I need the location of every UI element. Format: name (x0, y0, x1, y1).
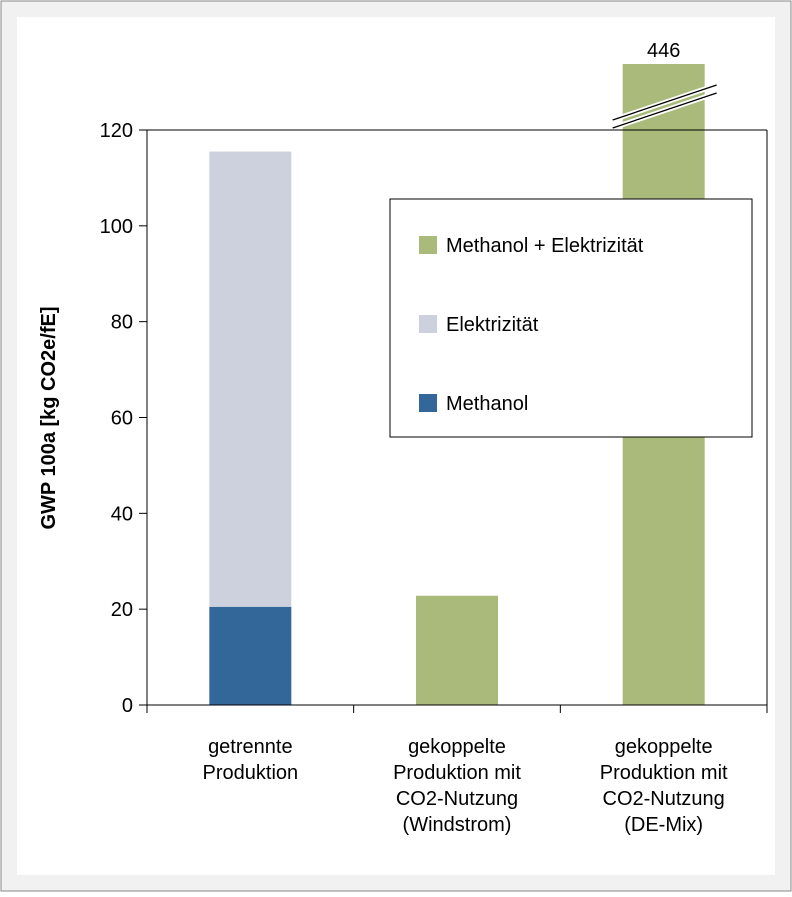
bars-group: 446 (209, 40, 718, 705)
legend-label-2: Methanol (446, 393, 528, 415)
legend-swatch-0 (419, 236, 437, 254)
y-tick-label: 20 (111, 599, 133, 621)
x-tick-label-1: gekoppelte Produktion mit CO2-Nutzung (Wind… (393, 736, 521, 836)
x-tick-label-0: getrennte Produktion (203, 736, 299, 784)
data-label-2: 446 (647, 40, 680, 62)
y-tick-label: 120 (100, 120, 133, 142)
axis-break-marks (611, 82, 718, 131)
legend-label-0: Methanol + Elektrizität (446, 235, 644, 257)
y-ticks-group: 0 20 40 60 80 100 120 (100, 120, 147, 717)
y-tick-label: 40 (111, 503, 133, 525)
y-tick-label: 60 (111, 408, 133, 430)
legend-label-1: Elektrizität (446, 314, 539, 336)
legend-box (389, 198, 753, 438)
legend: Methanol + Elektrizität Elektrizität Metha… (389, 198, 753, 438)
x-tick-label-2: gekoppelte Produktion mit CO2-Nutzung (DE-M… (600, 736, 728, 836)
legend-swatch-1 (419, 315, 437, 333)
bar-methanol-0 (209, 606, 292, 705)
x-tick-labels-group: getrennte Produktion gekoppelte Produktion … (146, 705, 768, 836)
bar-elektrizit-t-0 (209, 151, 292, 607)
y-axis-label: GWP 100a [kg CO2e/fE] (38, 306, 60, 529)
bar-methanol-elektrizit-t-1 (416, 595, 498, 705)
y-tick-label: 0 (122, 695, 133, 717)
y-tick-label: 100 (100, 216, 133, 238)
legend-swatch-2 (419, 394, 437, 412)
y-tick-label: 80 (111, 312, 133, 334)
